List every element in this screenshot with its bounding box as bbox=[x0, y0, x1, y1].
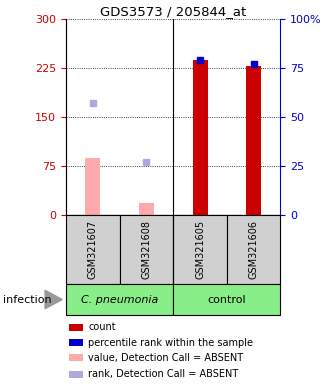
Bar bbox=[139, 203, 154, 215]
Bar bbox=[192, 60, 208, 215]
Bar bbox=[246, 66, 261, 215]
Bar bbox=[69, 324, 83, 331]
Text: C. pneumonia: C. pneumonia bbox=[81, 295, 158, 305]
Bar bbox=[66, 284, 173, 315]
Bar bbox=[173, 215, 227, 284]
Bar bbox=[69, 354, 83, 361]
Text: value, Detection Call = ABSENT: value, Detection Call = ABSENT bbox=[88, 353, 244, 363]
Text: percentile rank within the sample: percentile rank within the sample bbox=[88, 338, 253, 348]
Bar bbox=[227, 215, 280, 284]
Polygon shape bbox=[45, 290, 62, 309]
Bar bbox=[69, 339, 83, 346]
Text: GSM321606: GSM321606 bbox=[249, 220, 259, 279]
Bar bbox=[85, 157, 100, 215]
Text: infection: infection bbox=[3, 295, 52, 305]
Bar bbox=[66, 215, 119, 284]
Bar bbox=[119, 215, 173, 284]
Text: GSM321607: GSM321607 bbox=[88, 220, 98, 279]
Text: rank, Detection Call = ABSENT: rank, Detection Call = ABSENT bbox=[88, 369, 239, 379]
Text: GSM321605: GSM321605 bbox=[195, 220, 205, 279]
Text: count: count bbox=[88, 322, 116, 332]
Title: GDS3573 / 205844_at: GDS3573 / 205844_at bbox=[100, 5, 247, 18]
Text: GSM321608: GSM321608 bbox=[142, 220, 151, 279]
Text: control: control bbox=[208, 295, 246, 305]
Bar bbox=[173, 284, 280, 315]
Bar bbox=[69, 371, 83, 378]
